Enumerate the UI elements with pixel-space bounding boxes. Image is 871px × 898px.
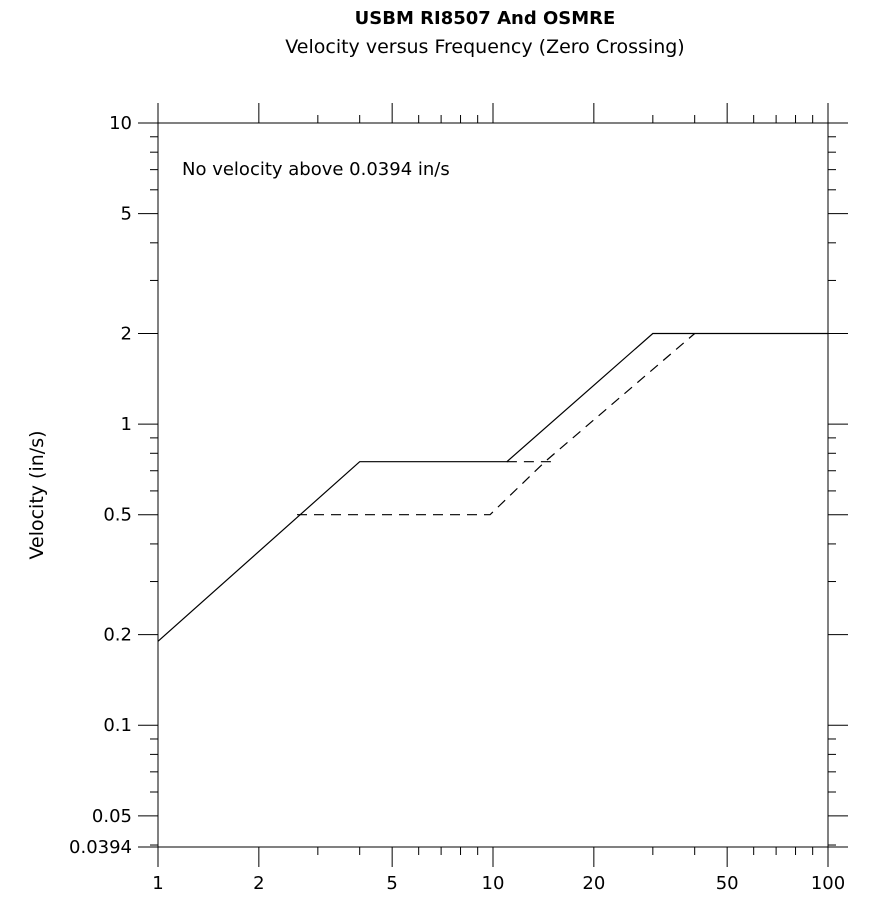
x-tick-label: 20 (582, 873, 605, 894)
chart-subtitle: Velocity versus Frequency (Zero Crossing… (285, 36, 684, 58)
chart-title: USBM RI8507 And OSMRE (355, 8, 616, 29)
y-tick-label: 0.0394 (69, 837, 132, 858)
x-tick-label: 50 (716, 873, 739, 894)
y-tick-label: 1 (121, 414, 132, 435)
axes (157, 122, 829, 848)
y-tick-label: 0.5 (103, 505, 132, 526)
y-tick-label: 5 (121, 204, 132, 225)
x-tick-label: 1 (152, 873, 163, 894)
y-tick-label: 0.2 (103, 625, 132, 646)
y-tick-label: 0.1 (103, 715, 132, 736)
x-tick-label: 10 (482, 873, 505, 894)
series-line-1 (157, 332, 828, 642)
chart-annotation: No velocity above 0.0394 in/s (182, 159, 450, 180)
y-tick-label: 10 (109, 113, 132, 134)
y-axis-label: Velocity (in/s) (26, 430, 48, 559)
y-tick-label: 2 (121, 323, 132, 344)
series-line-2 (297, 333, 696, 516)
ticks: 1 2 5 10 20 50 100 0.0394 0.05 0.1 0.2 0.5 1 2 5 10 (69, 103, 848, 894)
series (157, 332, 828, 642)
x-tick-label: 5 (386, 873, 397, 894)
x-tick-label: 100 (811, 873, 845, 894)
y-tick-label: 0.05 (92, 806, 132, 827)
x-tick-label: 2 (253, 873, 264, 894)
